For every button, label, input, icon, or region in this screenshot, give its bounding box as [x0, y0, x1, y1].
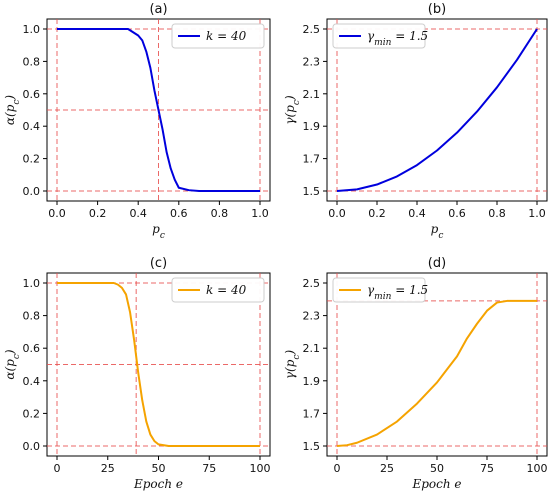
- x-tick-label: 0: [54, 462, 61, 475]
- y-axis-label: γ(pc): [283, 350, 302, 380]
- chart-panel-2: (b) 0.0 0.2 0.4 0.6 0.8 1.0 1.5 1.7 1.9 2.1 2.3 2.5 p…: [283, 2, 548, 241]
- series-line: [57, 28, 260, 192]
- x-tick-label: 75: [480, 462, 494, 475]
- legend-label: γmin = 1.5: [367, 283, 428, 302]
- y-axis-label: α(pc): [3, 95, 22, 126]
- y-tick-label: 0.6: [23, 88, 41, 101]
- series-line: [336, 28, 538, 192]
- x-tick-label: 0.2: [89, 207, 107, 220]
- x-tick-label: 0: [334, 462, 341, 475]
- legend-box: [332, 277, 426, 303]
- x-tick-label: 0.8: [211, 207, 229, 220]
- x-axis-label: pc: [431, 222, 444, 241]
- panel-title: (c): [150, 256, 167, 271]
- x-tick-label: 25: [101, 462, 115, 475]
- y-tick-label: 1.5: [303, 185, 321, 198]
- legend: γmin = 1.5: [332, 23, 428, 49]
- x-axis-label: Epoch e: [133, 477, 183, 491]
- x-tick-label: 1.0: [528, 207, 546, 220]
- y-tick-label: 1.7: [303, 407, 321, 420]
- y-tick-label: 2.3: [303, 310, 321, 323]
- y-tick-label: 1.9: [303, 375, 321, 388]
- plot-frame: [326, 18, 548, 202]
- y-tick-label: 0.2: [23, 153, 41, 166]
- chart-panel-1: (a) 0.0 0.2 0.4 0.6 0.8 1.0 0.0 0.2 0.4 0.6 0.8 1.0 p…: [3, 2, 271, 241]
- y-tick-label: 1.0: [23, 277, 41, 290]
- legend-box: [171, 23, 265, 49]
- y-tick-label: 2.3: [303, 55, 321, 68]
- x-tick-label: 0.4: [408, 207, 426, 220]
- y-tick-label: 0.0: [23, 185, 41, 198]
- y-tick-label: 0.2: [23, 407, 41, 420]
- x-tick-label: 75: [202, 462, 216, 475]
- x-tick-label: 1.0: [251, 207, 269, 220]
- legend-label: k = 40: [206, 283, 247, 297]
- legend-box: [171, 277, 265, 303]
- legend-label: k = 40: [206, 29, 247, 43]
- x-tick-label: 0.6: [170, 207, 188, 220]
- legend-box: [332, 23, 426, 49]
- y-tick-label: 1.7: [303, 153, 321, 166]
- x-tick-label: 0.0: [328, 207, 346, 220]
- panel-title: (a): [149, 2, 167, 17]
- series-line: [57, 282, 260, 447]
- legend-label: γmin = 1.5: [367, 29, 428, 48]
- y-tick-label: 1.9: [303, 120, 321, 133]
- series-line: [336, 299, 537, 447]
- y-tick-label: 2.5: [303, 23, 321, 36]
- x-tick-label: 100: [250, 462, 271, 475]
- x-axis-label: Epoch e: [411, 477, 461, 491]
- y-axis-label: γ(pc): [283, 95, 302, 125]
- x-tick-label: 0.2: [368, 207, 386, 220]
- y-axis-label: α(pc): [3, 349, 22, 380]
- y-tick-label: 2.1: [303, 342, 321, 355]
- chart-panel-3: (c) 0 25 50 75 100 0.0 0.2 0.4 0.6 0.8 1.0 Epoch e α(…: [3, 256, 271, 491]
- x-tick-label: 100: [527, 462, 548, 475]
- y-tick-label: 0.4: [23, 120, 41, 133]
- y-tick-label: 1.5: [303, 440, 321, 453]
- y-tick-label: 2.5: [303, 277, 321, 290]
- x-tick-label: 0.0: [48, 207, 66, 220]
- x-tick-label: 0.8: [488, 207, 506, 220]
- x-tick-label: 0.4: [129, 207, 147, 220]
- y-tick-label: 2.1: [303, 88, 321, 101]
- y-tick-label: 0.8: [23, 55, 41, 68]
- y-tick-label: 1.0: [23, 23, 41, 36]
- x-tick-label: 50: [430, 462, 444, 475]
- y-tick-label: 0.6: [23, 342, 41, 355]
- y-tick-label: 0.4: [23, 375, 41, 388]
- legend: k = 40: [171, 277, 265, 303]
- x-tick-label: 0.6: [448, 207, 466, 220]
- panel-title: (d): [428, 256, 446, 271]
- x-tick-label: 25: [380, 462, 394, 475]
- y-tick-label: 0.0: [23, 440, 41, 453]
- x-tick-label: 50: [152, 462, 166, 475]
- x-axis-label: pc: [152, 222, 165, 241]
- y-tick-label: 0.8: [23, 310, 41, 323]
- chart-panel-4: (d) 0 25 50 75 100 1.5 1.7 1.9 2.1 2.3 2.5 Epoch e γ(…: [283, 256, 548, 491]
- legend: γmin = 1.5: [332, 277, 428, 303]
- panel-title: (b): [428, 2, 446, 17]
- legend: k = 40: [171, 23, 265, 49]
